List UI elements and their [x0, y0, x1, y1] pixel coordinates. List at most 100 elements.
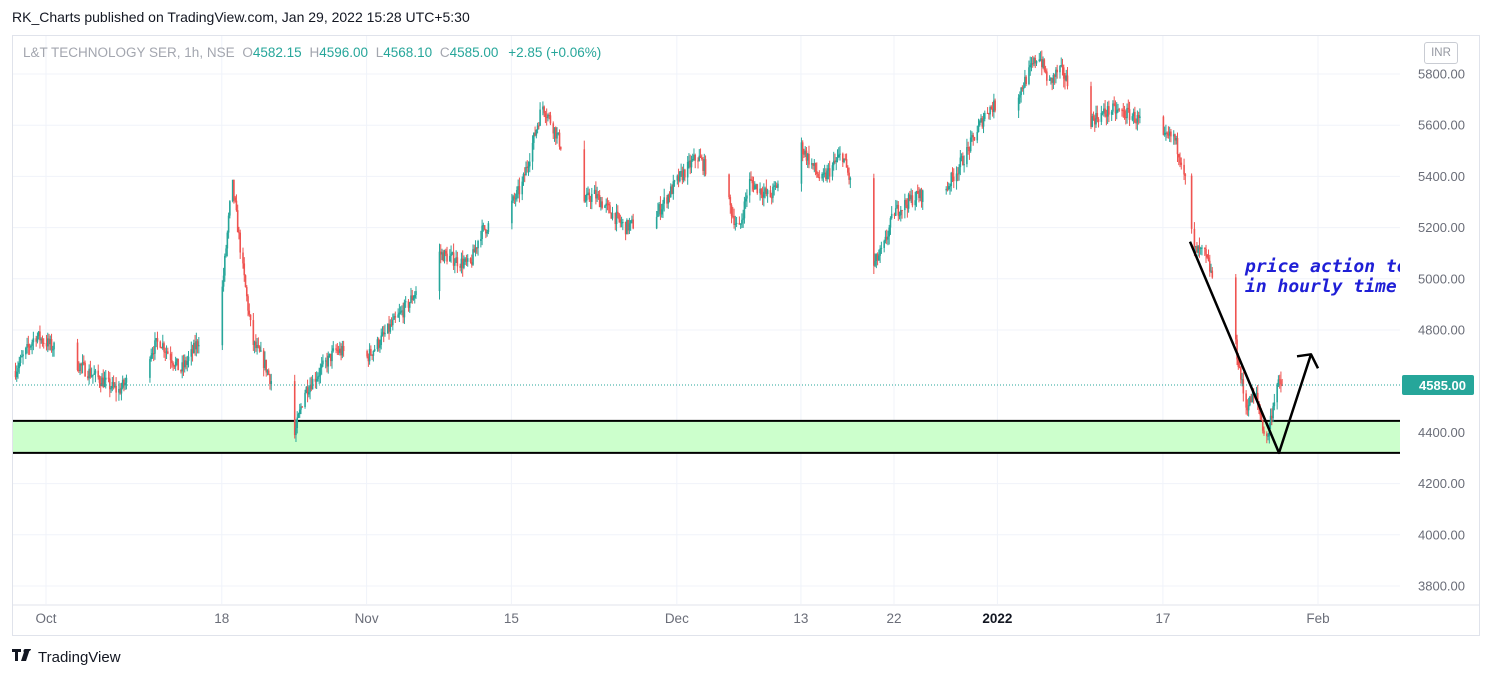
candle-body	[1247, 405, 1250, 411]
candle-body	[1177, 154, 1180, 158]
candle-body	[1162, 116, 1165, 135]
candle-body	[411, 295, 414, 301]
footer[interactable]: TradingView	[12, 647, 121, 666]
candle-body	[1131, 116, 1134, 120]
candle-body	[243, 263, 246, 276]
candle-body	[1091, 116, 1094, 127]
candle-body	[1033, 58, 1035, 64]
candle-body	[662, 203, 664, 210]
candle-body	[1166, 132, 1168, 134]
candle-body	[401, 310, 403, 312]
legend-open-label: O	[242, 45, 253, 60]
candle-body	[393, 316, 395, 320]
candle-body	[119, 388, 121, 394]
price-axis: 5800.00 5600.00 5400.00 5200.00 5000.00 4800.…	[1402, 67, 1474, 594]
candle-body	[1122, 110, 1125, 112]
candle-body	[831, 165, 834, 177]
candle-body	[327, 355, 330, 367]
candle-body	[977, 125, 980, 133]
candle-body	[525, 166, 527, 176]
symbol-legend: L&T TECHNOLOGY SER, 1h, NSE O4582.15 H45…	[23, 45, 601, 60]
candle-body	[120, 387, 123, 394]
candle-body	[151, 353, 154, 356]
candle-body	[1031, 63, 1034, 65]
candle-body	[1174, 134, 1176, 141]
candle-body	[1114, 104, 1117, 114]
candle-body	[655, 216, 658, 229]
candle-body	[1020, 87, 1022, 96]
candle-body	[1128, 109, 1131, 120]
candle-body	[225, 248, 227, 256]
candle-body	[600, 201, 602, 208]
candle-body	[693, 154, 695, 160]
candle-body	[187, 356, 190, 361]
candle-body	[463, 261, 465, 268]
support-zone	[13, 420, 1400, 453]
candle-body	[30, 345, 32, 348]
y-tick-label: 5000.00	[1418, 271, 1465, 286]
candle-body	[93, 373, 95, 375]
candle-body	[81, 362, 84, 366]
candle-body	[1051, 77, 1053, 83]
candle-body	[1137, 115, 1140, 118]
candle-body	[1201, 247, 1203, 249]
candle-body	[679, 171, 681, 182]
candle-body	[1183, 164, 1185, 175]
candle-body	[51, 349, 54, 351]
y-tick-label: 5400.00	[1418, 169, 1465, 184]
candle-body	[320, 364, 323, 368]
candle-body	[988, 113, 990, 115]
candle-body	[963, 164, 965, 166]
candle-body	[611, 212, 614, 219]
candle-body	[1100, 112, 1103, 122]
candle-body	[311, 378, 314, 390]
candle-body	[812, 163, 814, 166]
annotation-line-1: price action took a V shape	[1244, 256, 1493, 277]
candle-body	[904, 200, 906, 211]
candle-body	[340, 348, 342, 356]
candle-body	[544, 113, 547, 118]
candle-body	[1198, 246, 1201, 249]
candle-body	[914, 200, 916, 206]
candle-body	[339, 348, 341, 353]
candle-body	[368, 348, 371, 362]
candle-body	[596, 194, 598, 199]
candle-body	[31, 342, 33, 346]
candle-body	[1124, 117, 1127, 119]
candle-body	[962, 156, 964, 165]
candle-body	[826, 170, 828, 180]
candle-body	[993, 100, 995, 112]
candle-body	[1127, 107, 1130, 110]
candle-body	[109, 378, 111, 390]
candle-body	[221, 286, 224, 346]
candle-body	[324, 360, 327, 362]
candle-body	[620, 222, 623, 224]
candle-body	[398, 312, 401, 315]
candle-body	[94, 370, 97, 374]
candle-body	[149, 359, 151, 378]
candle-body	[1021, 87, 1024, 89]
candle-body	[1255, 392, 1258, 396]
candle-body	[946, 188, 949, 190]
candle-body	[618, 213, 620, 220]
candle-body	[123, 379, 125, 386]
legend-symbol: L&T TECHNOLOGY SER, 1h, NSE	[23, 45, 235, 60]
currency-badge[interactable]: INR	[1424, 42, 1458, 64]
candle-body	[1242, 379, 1245, 394]
candle-body	[1052, 74, 1055, 83]
candle-body	[255, 341, 257, 349]
candle-body	[632, 219, 634, 229]
candle-body	[482, 225, 485, 227]
candle-body	[539, 109, 541, 126]
candle-body	[49, 339, 52, 345]
candle-body	[264, 359, 266, 368]
candle-body	[48, 338, 50, 345]
candle-body	[1193, 228, 1196, 248]
candle-body	[163, 343, 165, 352]
candle-body	[552, 123, 555, 134]
y-tick-label: 3800.00	[1418, 579, 1465, 594]
candle-body	[1208, 260, 1211, 272]
candle-body	[76, 342, 79, 371]
candle-body	[446, 253, 448, 262]
